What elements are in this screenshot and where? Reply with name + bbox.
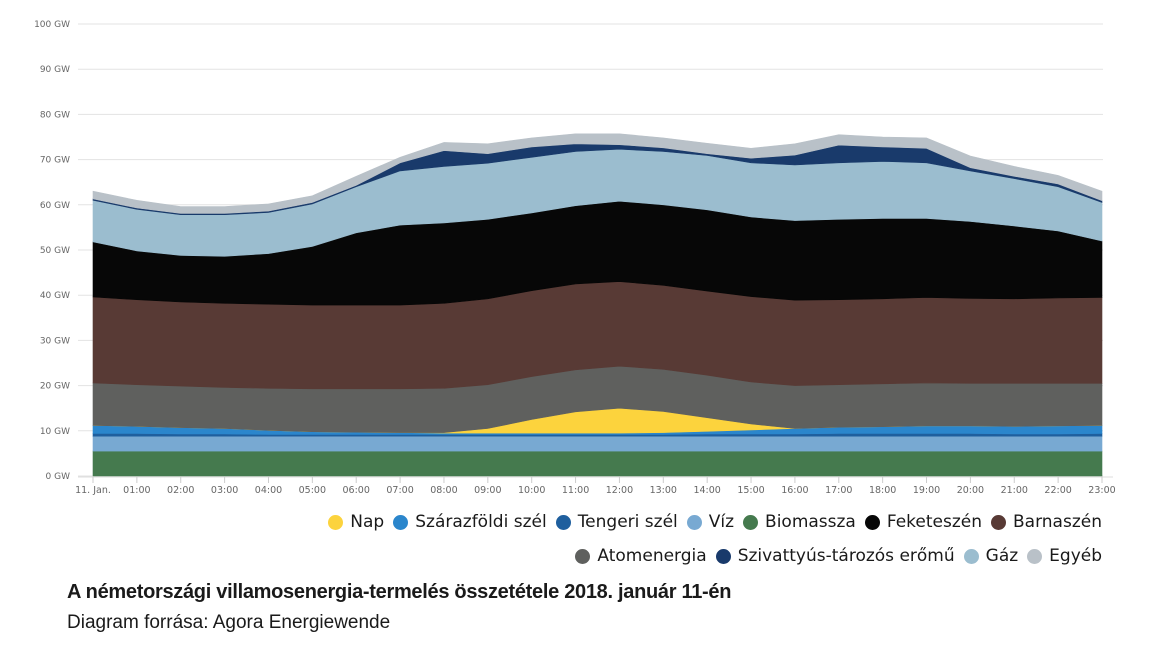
y-tick-label: 40 GW — [40, 291, 70, 301]
legend-item-szivattyus-tarozos-eromu[interactable]: Szivattyús-tározós erőmű — [715, 546, 955, 566]
legend-label: Nap — [350, 512, 385, 532]
x-tick-label: 06:00 — [343, 485, 370, 496]
x-tick-label: 14:00 — [693, 485, 720, 496]
x-tick-label: 03:00 — [211, 485, 238, 496]
y-tick-label: 100 GW — [34, 20, 70, 30]
x-axis: 11. Jan. 01:00 02:00 03:00 04:00 05:00 06:00 07… — [75, 476, 1116, 496]
legend-swatch-icon — [715, 548, 731, 564]
x-tick-label: 07:00 — [386, 485, 413, 496]
legend-swatch-icon — [864, 514, 880, 530]
legend-label: Szárazföldi szél — [415, 512, 547, 532]
y-tick-label: 10 GW — [40, 427, 70, 437]
legend-swatch-icon — [963, 548, 979, 564]
legend-label: Gáz — [985, 546, 1019, 566]
y-tick-label: 60 GW — [40, 201, 70, 211]
legend-swatch-icon — [686, 514, 702, 530]
x-tick-label: 22:00 — [1044, 485, 1071, 496]
legend-label: Biomassza — [765, 512, 856, 532]
legend-label: Barnaszén — [1013, 512, 1102, 532]
legend-row-2: Atomenergia Szivattyús-tározós erőmű Gáz Eg… — [566, 546, 1102, 566]
legend-swatch-icon — [328, 514, 344, 530]
legend-item-tengeri-szel[interactable]: Tengeri szél — [555, 512, 678, 532]
x-tick-label: 21:00 — [1001, 485, 1028, 496]
x-tick-label: 17:00 — [825, 485, 852, 496]
y-tick-label: 0 GW — [46, 472, 71, 482]
legend-swatch-icon — [555, 514, 571, 530]
legend-item-barnaszen[interactable]: Barnaszén — [991, 512, 1102, 532]
legend-label: Szivattyús-tározós erőmű — [737, 546, 955, 566]
x-tick-label: 04:00 — [255, 485, 282, 496]
y-axis: 0 GW 10 GW 20 GW 30 GW 40 GW 50 GW 60 GW 70 GW 8… — [34, 20, 70, 482]
x-tick-label: 18:00 — [869, 485, 896, 496]
x-tick-label: 19:00 — [913, 485, 940, 496]
legend-swatch-icon — [393, 514, 409, 530]
legend-item-viz[interactable]: Víz — [686, 512, 735, 532]
legend-item-biomassza[interactable]: Biomassza — [743, 512, 856, 532]
x-tick-label: 01:00 — [123, 485, 150, 496]
y-tick-label: 50 GW — [40, 246, 70, 256]
x-tick-label: 09:00 — [474, 485, 501, 496]
legend-item-gaz[interactable]: Gáz — [963, 546, 1019, 566]
y-tick-label: 90 GW — [40, 65, 70, 75]
chart-source: Diagram forrása: Agora Energiewende — [67, 612, 391, 633]
legend-label: Tengeri szél — [577, 512, 678, 532]
area-viz — [92, 435, 1103, 452]
x-tick-label: 05:00 — [299, 485, 326, 496]
legend-label: Atomenergia — [597, 546, 707, 566]
legend-label: Egyéb — [1049, 546, 1102, 566]
x-tick-label: 02:00 — [167, 485, 194, 496]
legend-swatch-icon — [991, 514, 1007, 530]
x-tick-label: 15:00 — [737, 485, 764, 496]
area-egyeb — [92, 133, 1103, 214]
x-tick-label: 12:00 — [606, 485, 633, 496]
x-tick-label: 23:00 — [1088, 485, 1115, 496]
y-tick-label: 30 GW — [40, 336, 70, 346]
area-series — [92, 133, 1103, 477]
x-tick-label: 11. Jan. — [75, 485, 111, 496]
y-tick-label: 70 GW — [40, 156, 70, 166]
stacked-area-chart: 0 GW 10 GW 20 GW 30 GW 40 GW 50 GW 60 GW 70 GW 8… — [34, 20, 1116, 496]
x-tick-label: 10:00 — [518, 485, 545, 496]
legend-row-1: Nap Szárazföldi szél Tengeri szél Víz Biomas… — [319, 512, 1102, 532]
legend-label: Feketeszén — [886, 512, 983, 532]
legend-item-atomenergia[interactable]: Atomenergia — [575, 546, 707, 566]
x-tick-label: 08:00 — [430, 485, 457, 496]
x-tick-label: 16:00 — [781, 485, 808, 496]
legend-swatch-icon — [743, 514, 759, 530]
x-tick-label: 11:00 — [562, 485, 589, 496]
area-biomassza — [92, 450, 1103, 477]
y-tick-label: 80 GW — [40, 110, 70, 120]
x-tick-label: 13:00 — [650, 485, 677, 496]
chart-title: A németországi villamosenergia-termelés … — [67, 581, 732, 603]
legend-label: Víz — [708, 512, 735, 532]
legend-swatch-icon — [575, 548, 591, 564]
y-tick-label: 20 GW — [40, 382, 70, 392]
legend-item-nap[interactable]: Nap — [328, 512, 384, 532]
legend-item-egyeb[interactable]: Egyéb — [1027, 546, 1102, 566]
legend-item-feketeszen[interactable]: Feketeszén — [864, 512, 983, 532]
legend-swatch-icon — [1027, 548, 1043, 564]
legend-item-szarazfoldi-szel[interactable]: Szárazföldi szél — [393, 512, 547, 532]
x-tick-label: 20:00 — [957, 485, 984, 496]
